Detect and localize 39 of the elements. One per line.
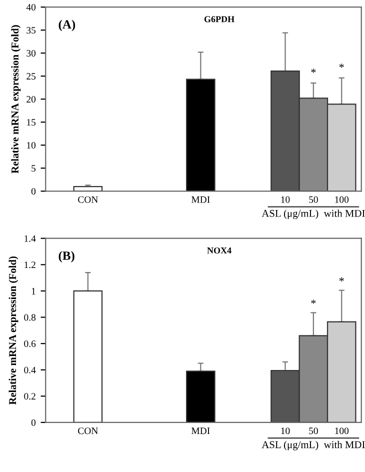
annotation: * [311, 68, 316, 73]
text: ASL (μg/mL) with MDI [262, 210, 365, 220]
y-tick-label: 5 [32, 165, 36, 172]
x-tick-label: 100 [335, 196, 349, 203]
y-tick-label: 0.4 [24, 366, 36, 374]
y-tick-label: 0 [31, 188, 36, 195]
text: G6PDH [204, 16, 234, 22]
y-tick-label: 10 [27, 142, 36, 149]
y-tick-label: 0 [31, 419, 36, 426]
y-tick-label: 35 [26, 27, 36, 34]
x-tick-label: CON [78, 196, 98, 203]
y-tick-label: 0.6 [24, 340, 36, 348]
y-tick-label: 0.2 [24, 393, 36, 400]
annotation: (A) [58, 20, 76, 32]
y-tick-label: 1 [32, 288, 36, 294]
annotation: (B) [58, 251, 74, 262]
y-tick-label: 15 [27, 119, 36, 126]
y-tick-label: 40 [26, 4, 36, 11]
y-axis-title: Relative mRNA expression (Fold) [8, 256, 18, 405]
y-tick-label: 25 [26, 73, 36, 80]
y-tick-label: 20 [26, 96, 36, 103]
y-tick-label: 1.4 [24, 235, 36, 242]
y-tick-label: 0.8 [24, 314, 36, 321]
annotation: * [339, 64, 344, 68]
x-tick-label: MDI [191, 428, 210, 434]
text: ASL (μg/mL) with MDI [262, 440, 365, 450]
y-tick-label: 1.2 [24, 262, 36, 268]
x-tick-label: 100 [335, 428, 349, 434]
annotation: * [311, 300, 316, 304]
annotation: * [339, 277, 344, 282]
x-tick-label: 10 [281, 196, 290, 203]
text: NOX4 [207, 247, 232, 254]
y-tick-label: 30 [26, 50, 36, 57]
x-tick-label: 50 [309, 196, 318, 203]
x-tick-label: CON [78, 428, 98, 434]
x-tick-label: 50 [309, 428, 318, 434]
x-tick-label: 10 [281, 428, 290, 434]
x-tick-label: MDI [191, 196, 210, 203]
y-axis-title: Relative mRNA expression (Fold) [11, 25, 21, 174]
